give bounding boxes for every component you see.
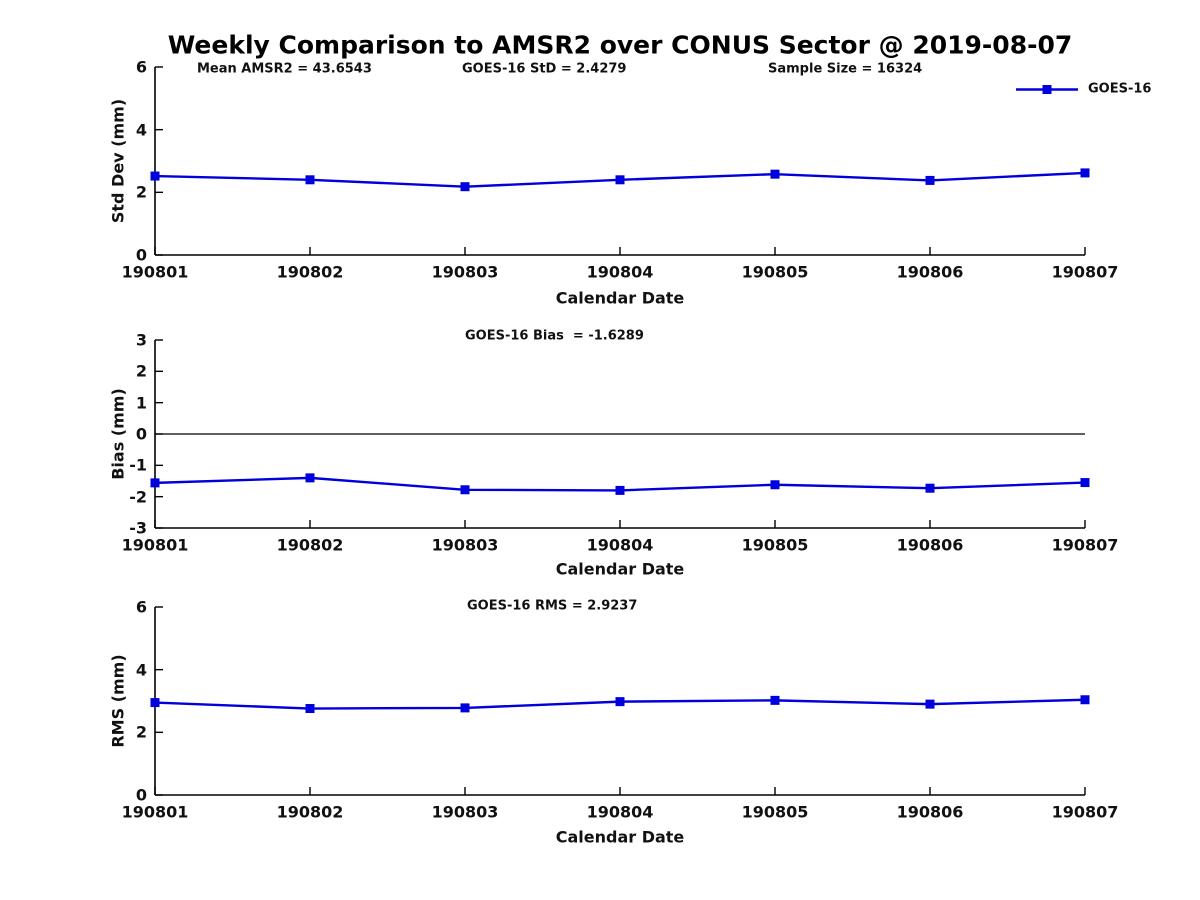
- data-point-marker: [305, 704, 315, 714]
- data-point-marker: [150, 698, 160, 708]
- annotation-goes16-std: GOES-16 StD = 2.4279: [462, 61, 627, 77]
- y-axis-label-stddev: Std Dev (mm): [108, 98, 128, 224]
- x-axis-label-rms: Calendar Date: [555, 827, 685, 847]
- data-point-marker: [305, 175, 315, 185]
- data-point-marker: [925, 699, 935, 709]
- data-point-marker: [770, 480, 780, 490]
- data-point-marker: [925, 483, 935, 493]
- data-point-marker: [925, 175, 935, 185]
- data-point-marker: [305, 473, 315, 483]
- data-point-marker: [150, 478, 160, 488]
- data-point-marker: [1080, 168, 1090, 178]
- legend-label: GOES-16: [1088, 81, 1152, 97]
- data-point-marker: [615, 175, 625, 185]
- y-axis-label-rms: RMS (mm): [108, 654, 128, 748]
- data-point-marker: [460, 485, 470, 495]
- data-point-marker: [770, 695, 780, 705]
- data-point-marker: [770, 169, 780, 179]
- figure-title: Weekly Comparison to AMSR2 over CONUS Se…: [167, 30, 1073, 60]
- annotation-sample-size: Sample Size = 16324: [768, 61, 923, 77]
- data-point-marker: [460, 703, 470, 713]
- data-point-marker: [150, 171, 160, 181]
- data-point-marker: [1080, 695, 1090, 705]
- x-axis-label-bias: Calendar Date: [555, 559, 685, 579]
- data-point-marker: [460, 182, 470, 192]
- y-axis-label-bias: Bias (mm): [108, 388, 128, 480]
- x-axis-label-stddev: Calendar Date: [555, 288, 685, 308]
- annotation-goes16-rms: GOES-16 RMS = 2.9237: [467, 598, 638, 614]
- annotation-mean-amsr2: Mean AMSR2 = 43.6543: [197, 61, 372, 77]
- legend-line-marker-icon: [1016, 84, 1078, 94]
- data-point-marker: [615, 697, 625, 707]
- data-point-marker: [615, 485, 625, 495]
- annotation-goes16-bias: GOES-16 Bias = -1.6289: [465, 328, 644, 344]
- data-point-marker: [1080, 478, 1090, 488]
- legend: GOES-16: [1015, 82, 1151, 97]
